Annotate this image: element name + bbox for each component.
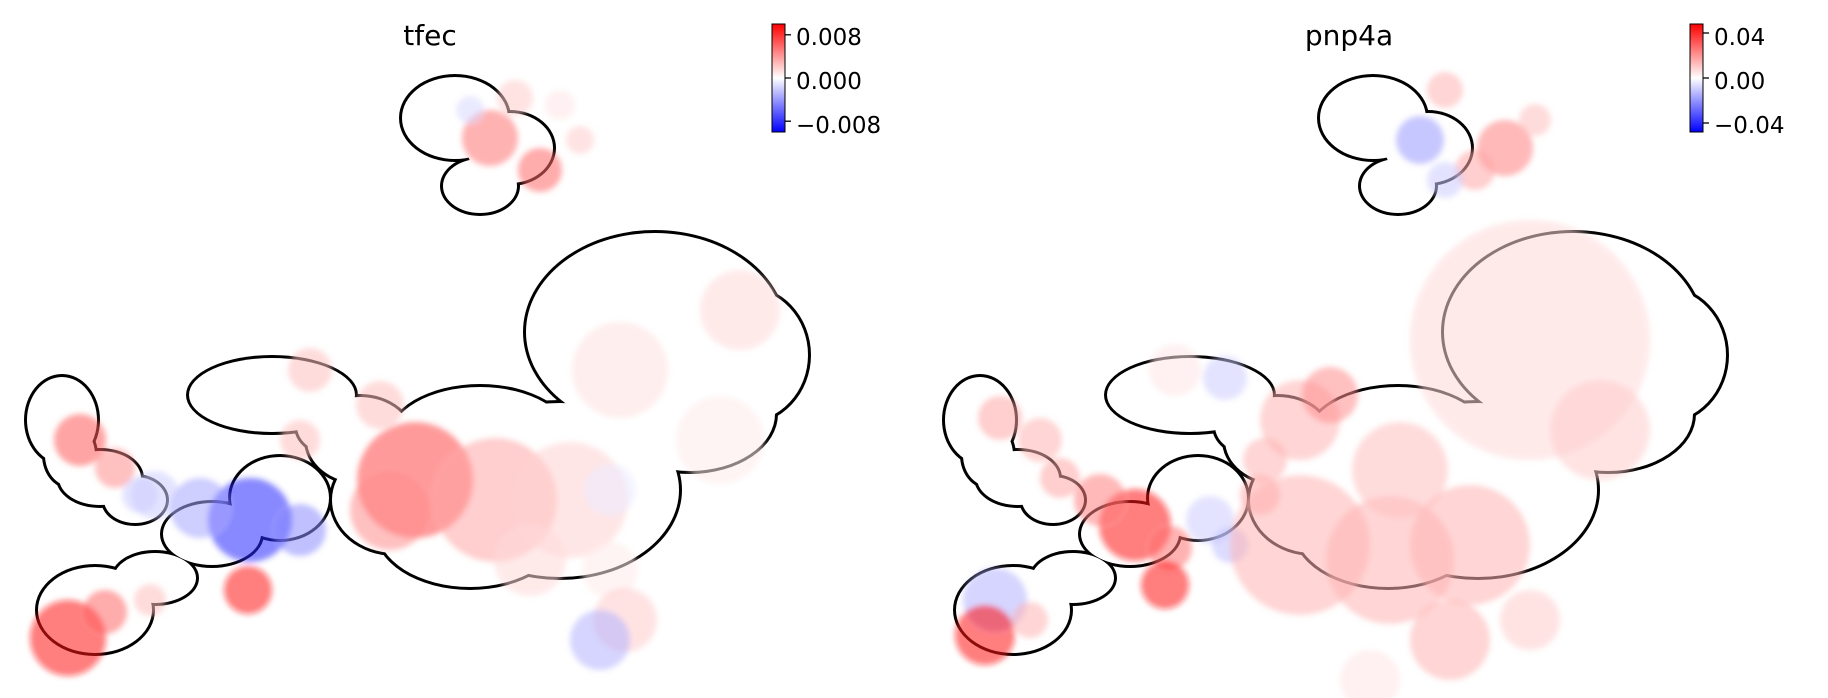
cell-point [1074, 474, 1126, 526]
cell-point [1352, 422, 1448, 518]
colorbar-tick-label: −0.008 [796, 113, 881, 139]
cell-point [1500, 590, 1560, 650]
cell-point [1040, 458, 1080, 498]
panel-tfec: tfec 0.008 0.000 −0.008 [24, 19, 881, 676]
cell-point [224, 566, 272, 614]
scatter-plot-area [942, 72, 1729, 698]
colorbar-ticks [785, 34, 791, 122]
cell-point [572, 322, 668, 418]
colorbar-gradient [1690, 24, 1703, 132]
cell-point [545, 90, 575, 120]
cell-point [350, 470, 430, 550]
cell-point [1427, 162, 1463, 198]
cell-point [570, 610, 630, 670]
cell-point [955, 605, 1015, 665]
panel-title: pnp4a [1305, 19, 1393, 52]
cell-point [274, 504, 326, 556]
colorbar-gradient [772, 24, 785, 132]
colorbar-tick-label: 0.000 [796, 69, 862, 95]
cell-point [1410, 600, 1490, 680]
cell-point [1302, 367, 1358, 423]
cell-point [83, 590, 127, 634]
cell-points [30, 80, 780, 676]
cell-point [122, 477, 158, 513]
cell-point [582, 542, 638, 598]
cell-point [170, 478, 230, 538]
colorbar-tick-label: 0.008 [796, 25, 862, 51]
cell-point [1018, 418, 1062, 462]
cell-point [1396, 116, 1444, 164]
cell-point [1149, 344, 1201, 396]
cell-point [497, 80, 533, 116]
cell-point [1427, 72, 1463, 108]
cell-point [1243, 438, 1287, 482]
cell-point [518, 148, 562, 192]
cell-point [494, 524, 566, 596]
cell-point [1550, 380, 1650, 480]
panel-title: tfec [403, 19, 456, 52]
cell-point [1340, 650, 1400, 698]
cell-point [566, 126, 594, 154]
cell-point [95, 448, 135, 488]
colorbar: 0.04 0.00 −0.04 [1689, 23, 1784, 139]
embedding-fill [27, 77, 808, 653]
scatter-plot-area [24, 74, 811, 676]
cell-point [978, 396, 1022, 440]
colorbar: 0.008 0.000 −0.008 [771, 23, 881, 139]
cell-point [1012, 602, 1048, 638]
cell-point [1410, 485, 1530, 605]
cell-point [462, 110, 518, 166]
cell-point [54, 414, 106, 466]
cell-point [134, 584, 166, 616]
cell-point [1203, 356, 1247, 400]
colorbar-tick-label: −0.04 [1714, 113, 1784, 139]
cell-point [584, 464, 636, 516]
cell-point [1455, 150, 1495, 190]
colorbar-tick-label: 0.04 [1714, 25, 1765, 51]
cell-point [1519, 104, 1551, 136]
panel-pnp4a: pnp4a 0.04 0.00 −0.04 [942, 19, 1784, 698]
cell-point [1141, 561, 1189, 609]
cell-point [700, 270, 780, 350]
cell-point [676, 396, 764, 484]
cell-point [456, 96, 484, 124]
cell-point [280, 420, 320, 460]
cell-point [1148, 526, 1192, 570]
cell-points [955, 72, 1650, 698]
cell-point [356, 381, 404, 429]
colorbar-tick-label: 0.00 [1714, 69, 1765, 95]
colorbar-ticks [1703, 32, 1709, 124]
cell-point [288, 348, 332, 392]
cell-point [208, 478, 292, 562]
